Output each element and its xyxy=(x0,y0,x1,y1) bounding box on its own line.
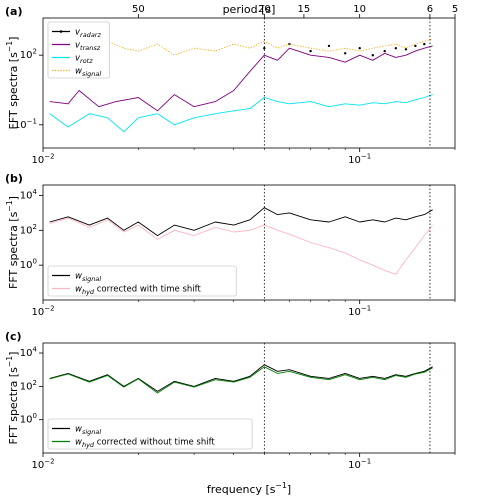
period-tick-label: 10 xyxy=(353,4,366,15)
panel-label: (a) xyxy=(5,5,22,18)
y-tick-label: 100 xyxy=(20,412,37,426)
series-v_radarz-point xyxy=(309,49,312,53)
series-v_transz-line xyxy=(49,45,433,112)
x-axis-label-base: frequency [s xyxy=(207,483,276,496)
x-tick-label: 10−1 xyxy=(348,458,371,472)
x-tick-label-exp: −1 xyxy=(361,305,371,313)
y-axis-label-exp: −1 xyxy=(5,41,14,52)
legend-label: wsignal xyxy=(75,67,101,79)
legend-label: vradarz xyxy=(75,28,101,40)
y-axis-label-base: FFT spectra [s xyxy=(7,367,20,445)
y-tick-label: 102 xyxy=(20,48,37,62)
series-v_radarz-point xyxy=(414,44,417,48)
x-tick-label-exp: −2 xyxy=(44,153,54,161)
legend-frame xyxy=(47,418,253,450)
y-axis-label: FFT spectra [s−1] xyxy=(5,352,20,445)
legend-label: vrotz xyxy=(75,54,93,66)
x-tick-label-base: 10 xyxy=(348,460,361,471)
series-v_radarz-point xyxy=(327,44,331,48)
period-tick-label: 15 xyxy=(298,4,311,15)
period-tick-label: 6 xyxy=(427,4,433,15)
series-group xyxy=(49,364,433,394)
y-tick-label: 104 xyxy=(20,346,38,360)
x-tick-label-exp: −1 xyxy=(361,153,371,161)
legend-label: vtransz xyxy=(75,41,101,53)
panel-label: (b) xyxy=(5,172,23,185)
y-axis-label-close: ] xyxy=(7,196,20,200)
x-tick-label: 10−2 xyxy=(31,153,54,167)
series-w_signal-line xyxy=(49,364,433,392)
series-group xyxy=(49,207,433,275)
y-axis-label: FFT spectra [s−1] xyxy=(5,37,20,130)
x-tick-label-exp: −2 xyxy=(44,458,54,466)
x-axis-label-exp: −1 xyxy=(276,481,287,490)
series-v_radarz-point xyxy=(383,49,386,53)
y-axis-label-close: ] xyxy=(7,37,20,41)
series-v_rotz-line xyxy=(49,94,433,133)
x-tick-label-base: 10 xyxy=(348,307,361,318)
y-axis-label-close: ] xyxy=(7,352,20,356)
series-v_radarz-point xyxy=(404,48,408,51)
legend-label: whyd corrected with time shift xyxy=(75,285,201,297)
y-axis-label-base: FFT spectra [s xyxy=(7,52,20,130)
x-tick-label: 10−1 xyxy=(348,305,371,319)
x-tick-label-base: 10 xyxy=(31,307,44,318)
axes-frame xyxy=(42,342,456,454)
y-axis-label-exp: −1 xyxy=(5,200,14,211)
y-tick-label: 100 xyxy=(20,258,37,272)
legend-label: wsignal xyxy=(75,425,101,437)
x-axis-label-close: ] xyxy=(287,483,291,496)
legend-marker xyxy=(59,30,63,33)
x-tick-label-base: 10 xyxy=(31,155,44,166)
axes-frame xyxy=(42,184,456,301)
legend-label: wsignal xyxy=(75,272,101,284)
x-axis-label: frequency [s−1] xyxy=(207,481,291,496)
series-v_radarz-point xyxy=(371,54,374,57)
x-tick-label-exp: −2 xyxy=(44,305,54,313)
x-tick-label: 10−2 xyxy=(31,458,54,472)
series-w_hyd-line xyxy=(49,366,433,394)
period-tick-label: 5 xyxy=(452,4,458,15)
y-tick-label: 102 xyxy=(20,379,37,393)
series-v_radarz-point xyxy=(344,52,347,55)
y-axis-label: FFT spectra [s−1] xyxy=(5,196,20,289)
axes-frame xyxy=(42,17,456,149)
x-tick-label: 10−2 xyxy=(31,305,54,319)
series-group xyxy=(49,38,433,133)
y-tick-label: 104 xyxy=(20,188,38,202)
period-tick-label: 20 xyxy=(258,4,271,15)
series-w_signal-line xyxy=(49,207,433,237)
series-v_radarz-point xyxy=(423,42,426,46)
series-w_signal-line xyxy=(49,38,433,63)
legend-frame xyxy=(47,21,110,79)
x-tick-label: 10−1 xyxy=(348,153,371,167)
series-v_radarz-point xyxy=(358,47,361,50)
top-axis-label: period [s] xyxy=(223,3,276,16)
series-v_radarz-point xyxy=(263,47,266,50)
x-tick-label-base: 10 xyxy=(348,155,361,166)
x-tick-label-exp: −1 xyxy=(361,458,371,466)
y-tick-label: 10−1 xyxy=(14,117,37,131)
y-axis-label-base: FFT spectra [s xyxy=(7,211,20,289)
series-w_hyd-line xyxy=(49,217,433,275)
legend-frame xyxy=(47,265,237,297)
y-axis-label-exp: −1 xyxy=(5,356,14,367)
series-v_radarz-point xyxy=(394,47,397,50)
x-tick-label-base: 10 xyxy=(31,460,44,471)
y-tick-label: 102 xyxy=(20,223,37,237)
period-tick-label: 50 xyxy=(132,4,145,15)
legend-label: whyd corrected without time shift xyxy=(75,438,215,450)
panel-label: (c) xyxy=(5,330,22,343)
